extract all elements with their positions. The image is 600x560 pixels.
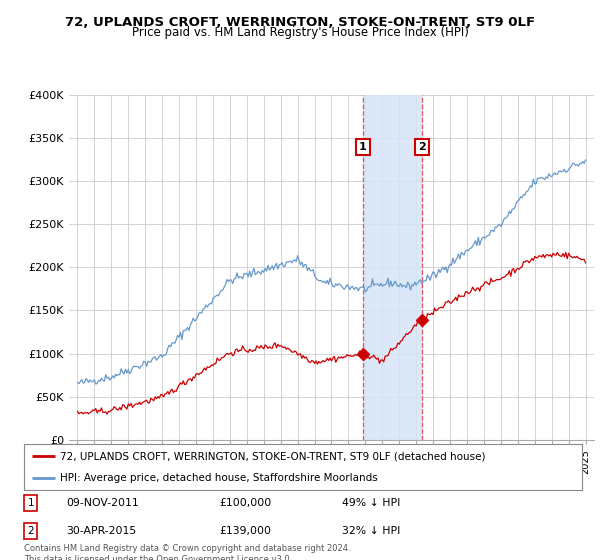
Text: 72, UPLANDS CROFT, WERRINGTON, STOKE-ON-TRENT, ST9 0LF (detached house): 72, UPLANDS CROFT, WERRINGTON, STOKE-ON-…	[60, 451, 486, 461]
Text: 49% ↓ HPI: 49% ↓ HPI	[342, 498, 400, 508]
Text: 72, UPLANDS CROFT, WERRINGTON, STOKE-ON-TRENT, ST9 0LF: 72, UPLANDS CROFT, WERRINGTON, STOKE-ON-…	[65, 16, 535, 29]
Text: Price paid vs. HM Land Registry's House Price Index (HPI): Price paid vs. HM Land Registry's House …	[131, 26, 469, 39]
Text: 32% ↓ HPI: 32% ↓ HPI	[342, 526, 400, 536]
Text: 30-APR-2015: 30-APR-2015	[66, 526, 136, 536]
Text: 2: 2	[28, 526, 34, 536]
Text: Contains HM Land Registry data © Crown copyright and database right 2024.
This d: Contains HM Land Registry data © Crown c…	[24, 544, 350, 560]
Text: 09-NOV-2011: 09-NOV-2011	[66, 498, 139, 508]
Text: £139,000: £139,000	[220, 526, 271, 536]
Text: HPI: Average price, detached house, Staffordshire Moorlands: HPI: Average price, detached house, Staf…	[60, 473, 378, 483]
Bar	[363, 95, 422, 440]
Text: 1: 1	[28, 498, 34, 508]
Text: £100,000: £100,000	[220, 498, 272, 508]
Text: 1: 1	[359, 142, 367, 152]
Text: 2: 2	[418, 142, 425, 152]
